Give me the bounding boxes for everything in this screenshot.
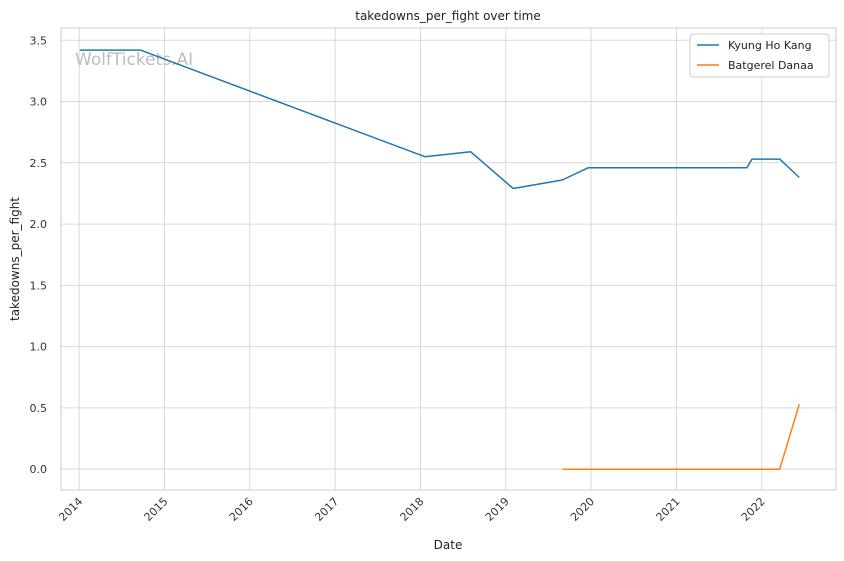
- series-group: [79, 49, 801, 470]
- watermark: WolfTickets.AI: [75, 50, 193, 70]
- legend-label-batgerel-danaa: Batgerel Danaa: [728, 59, 814, 72]
- chart-title: takedowns_per_fight over time: [355, 9, 541, 23]
- x-axis-title: Date: [434, 538, 463, 552]
- y-tick-label: 2.0: [30, 218, 48, 231]
- series-line-kyung-ho-kang: [79, 49, 800, 190]
- y-tick-label: 1.5: [30, 279, 48, 292]
- plot-frame: [60, 27, 837, 491]
- y-tick-labels: 0.0 0.5 1.0 1.5 2.0 2.5 3.0 3.5: [30, 34, 48, 476]
- y-axis-title: takedowns_per_fight: [8, 197, 22, 321]
- grid: [61, 28, 836, 490]
- legend-box: [689, 33, 830, 78]
- series-line-batgerel-danaa: [562, 403, 801, 470]
- legend-label-kyung-ho-kang: Kyung Ho Kang: [728, 39, 812, 52]
- legend: Kyung Ho Kang Batgerel Danaa: [689, 33, 830, 78]
- y-tick-label: 0.5: [30, 402, 48, 415]
- y-tick-label: 3.5: [30, 34, 48, 47]
- y-tick-label: 2.5: [30, 157, 48, 170]
- y-tick-label: 1.0: [30, 341, 48, 354]
- y-tick-label: 0.0: [30, 463, 48, 476]
- y-tick-label: 3.0: [30, 96, 48, 109]
